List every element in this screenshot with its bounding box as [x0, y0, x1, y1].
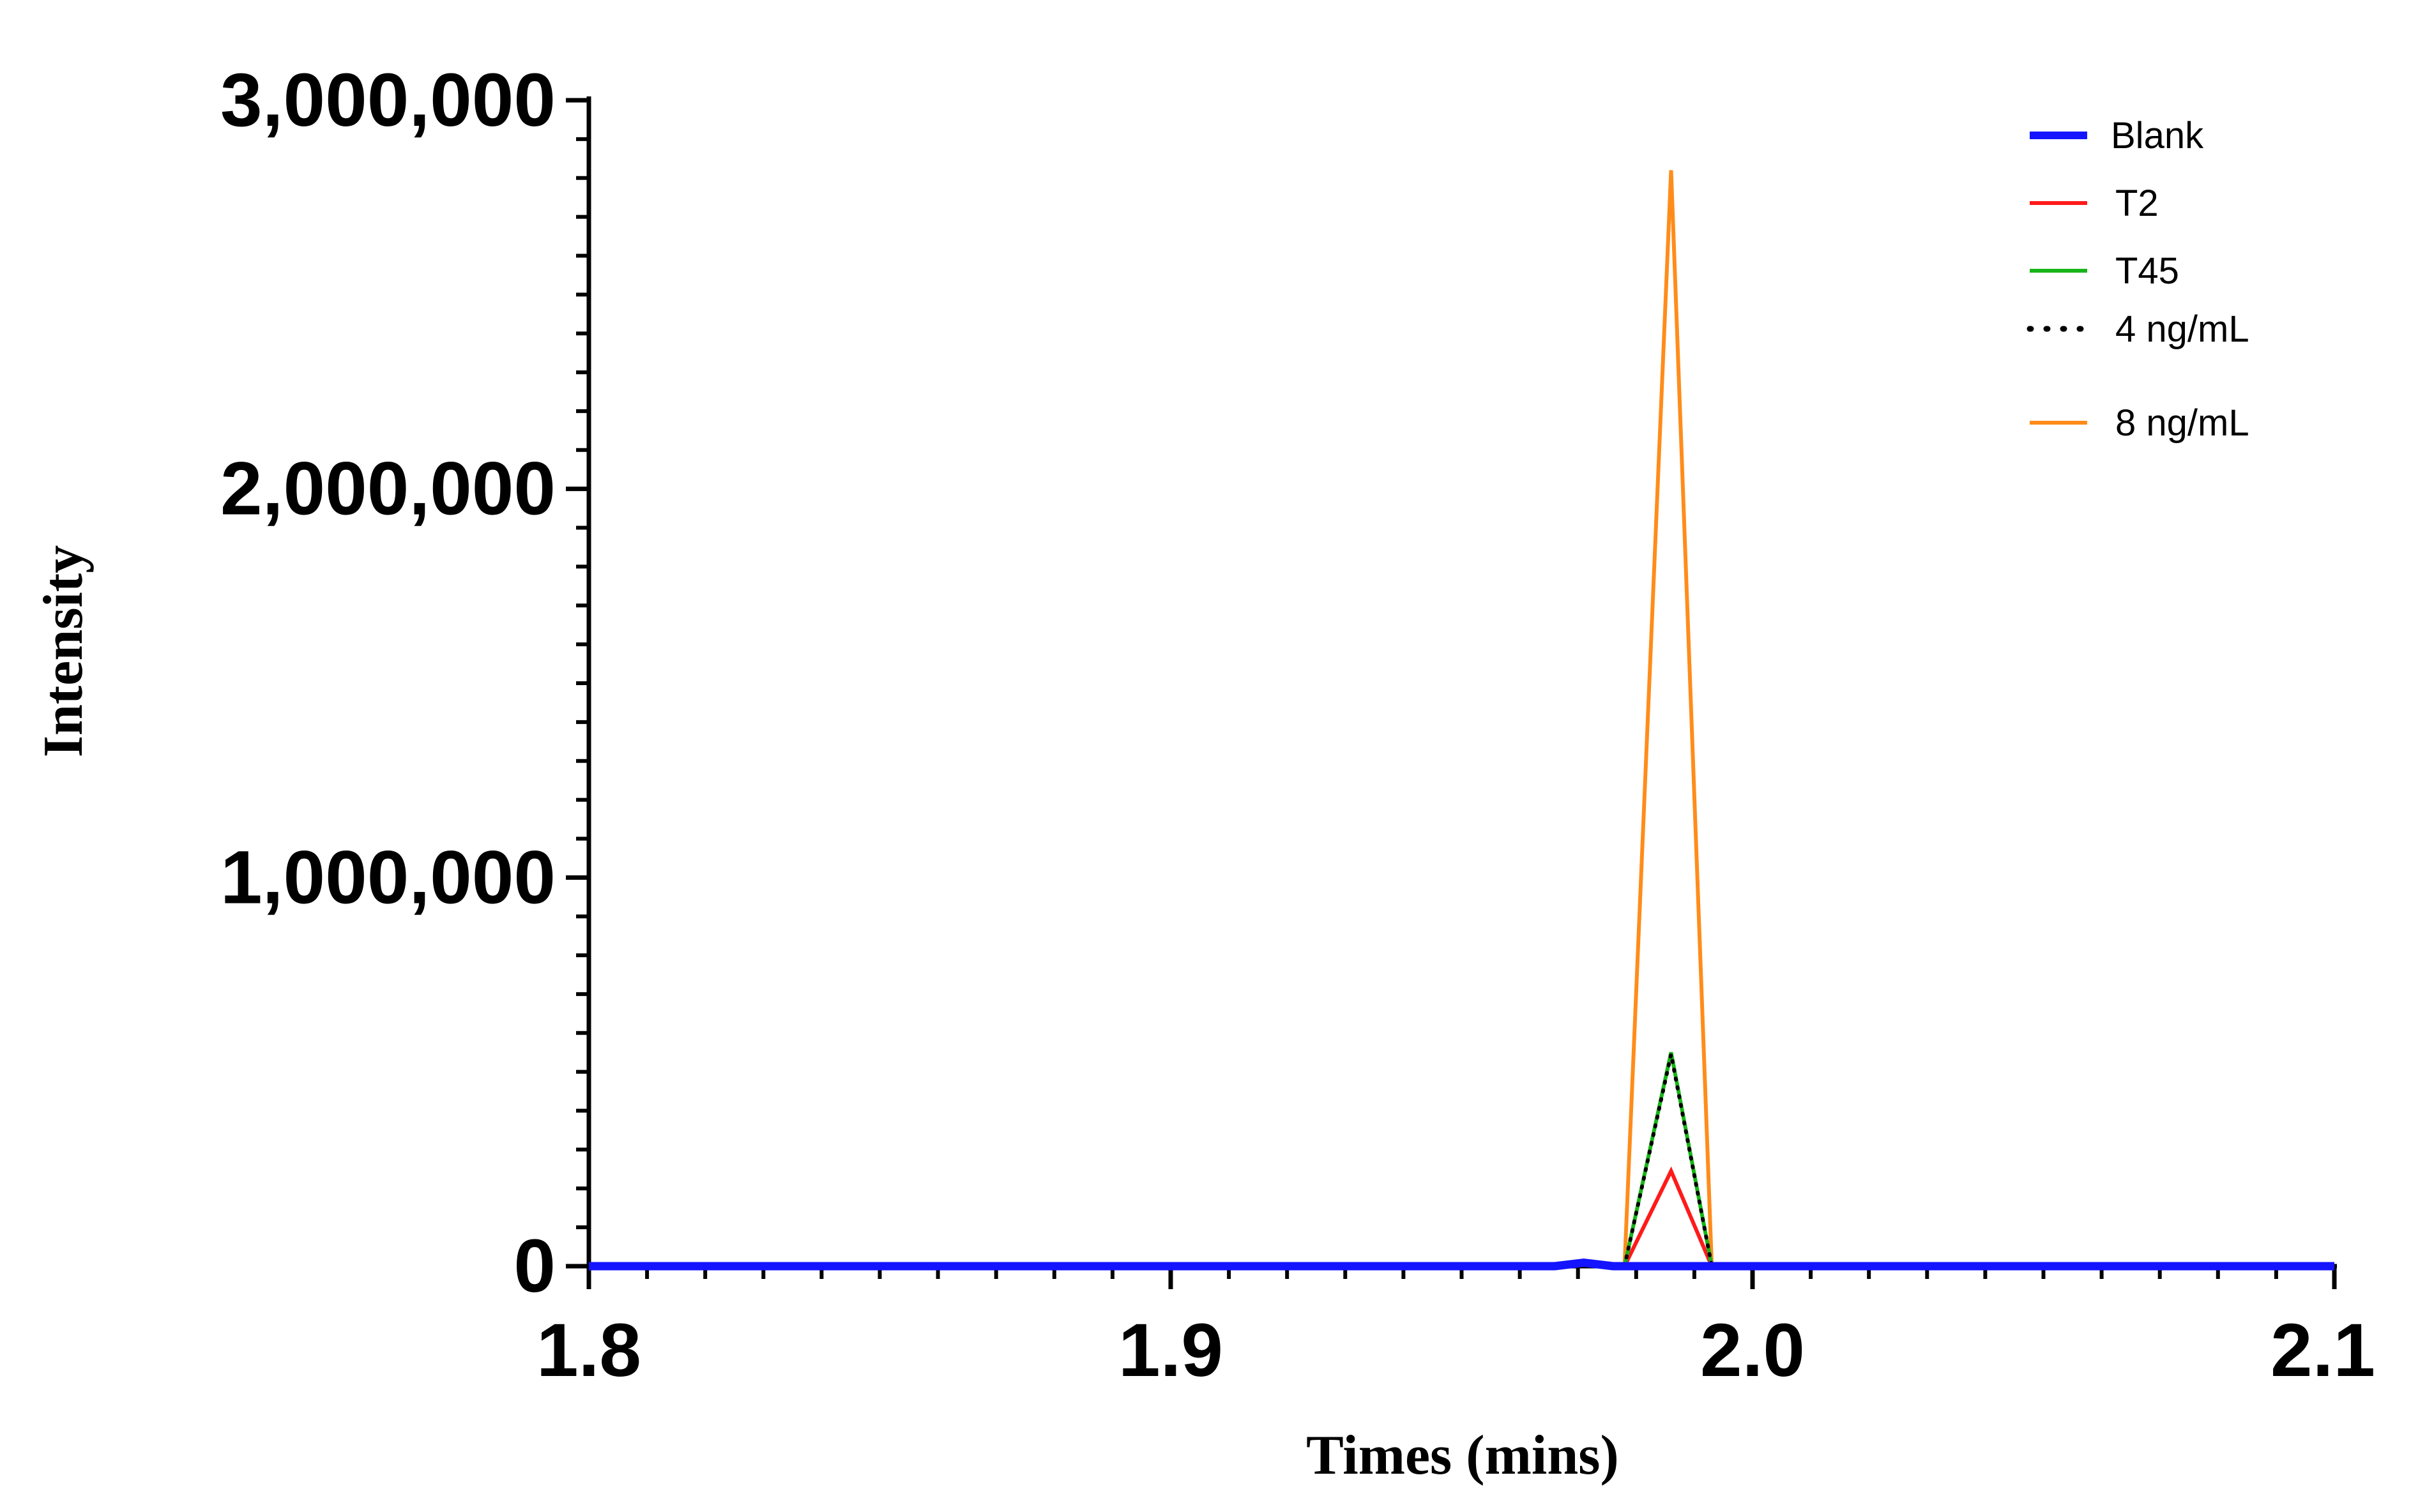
x-tick-label: 2.1 — [2270, 1308, 2375, 1393]
legend-label: 4 ng/mL — [2115, 308, 2249, 350]
y-tick-label: 0 — [513, 1224, 556, 1308]
series-line-4-ng-ml — [1622, 1054, 1714, 1268]
series-layer — [589, 170, 2334, 1271]
y-tick-label: 3,000,000 — [220, 58, 556, 142]
x-axis-title: Times (mins) — [1306, 1425, 1619, 1486]
legend-label: T45 — [2115, 250, 2179, 292]
x-tick-label: 1.8 — [536, 1308, 641, 1393]
x-tick-label: 2.0 — [1700, 1308, 1805, 1393]
legend-label: Blank — [2111, 115, 2204, 156]
y-tick-label: 2,000,000 — [220, 447, 556, 531]
series-line-blank — [589, 1258, 2334, 1271]
x-tick-label: 1.9 — [1118, 1308, 1223, 1393]
series-line-8-ng-ml — [1622, 170, 1714, 1267]
legend-label: 8 ng/mL — [2115, 402, 2249, 444]
axes: 0 1,000,000 2,000,000 3,000,000 1.8 1.9 2.0 2.1 — [220, 58, 2375, 1393]
legend: Blank T2 T45 4 ng/mL 8 ng/mL — [2027, 115, 2249, 444]
y-tick-label: 1,000,000 — [220, 835, 556, 919]
legend-label: T2 — [2115, 183, 2159, 224]
series-line-t2 — [1622, 1166, 1714, 1267]
y-axis-title: Intensity — [33, 545, 95, 758]
